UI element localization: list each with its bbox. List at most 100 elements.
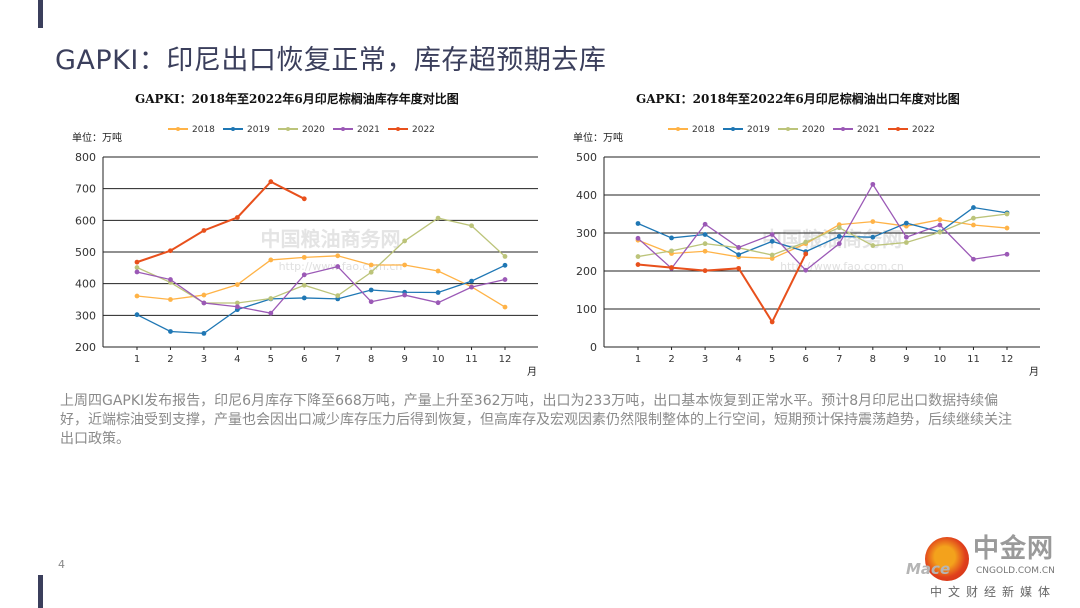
data-point-2020 <box>803 239 809 245</box>
logo-name: 中金网 <box>973 534 1055 564</box>
x-axis-label: 月 <box>1029 366 1039 378</box>
x-tick-label: 1 <box>635 354 641 365</box>
x-tick-label: 6 <box>803 354 809 365</box>
legend-label-2020: 2020 <box>302 125 325 135</box>
data-point-2020 <box>234 300 240 306</box>
x-tick-label: 7 <box>836 354 842 365</box>
x-tick-label: 2 <box>668 354 674 365</box>
legend-label-2018: 2018 <box>692 125 715 135</box>
data-point-2021 <box>234 304 240 310</box>
data-point-2022 <box>702 268 708 274</box>
series-line-2018 <box>637 219 1008 260</box>
data-point-2021 <box>870 181 876 187</box>
data-point-2022 <box>769 319 775 325</box>
legend-marker-2018 <box>176 127 180 131</box>
x-tick-label: 2 <box>167 354 173 365</box>
data-point-2018 <box>234 282 240 288</box>
data-point-2020 <box>469 223 474 229</box>
x-tick-label: 10 <box>432 354 445 365</box>
data-point-2020 <box>937 229 943 235</box>
data-point-2020 <box>502 254 508 259</box>
bottom-accent-bar <box>38 575 43 608</box>
cngold-logo: Mace 中金网 CNGOLD.COM.CN 中文财经新媒体 <box>906 534 1078 605</box>
y-tick-label: 700 <box>75 183 96 196</box>
data-point-2019 <box>702 232 708 237</box>
data-point-2020 <box>435 215 441 221</box>
top-accent-bar <box>38 0 43 28</box>
x-tick-label: 1 <box>134 354 140 365</box>
data-point-2021 <box>836 241 842 247</box>
data-point-2020 <box>1004 211 1010 217</box>
x-tick-label: 12 <box>1001 354 1014 365</box>
x-tick-label: 8 <box>870 354 876 365</box>
data-point-2018 <box>368 262 374 268</box>
data-point-2018 <box>301 254 307 260</box>
data-point-2022 <box>234 215 240 220</box>
series-line-2019 <box>136 264 506 335</box>
legend-label-2021: 2021 <box>857 125 880 135</box>
series-line-2022 <box>136 180 305 264</box>
inventory-chart: 中国粮油商务网http://www.fao.com.cn200300400500… <box>75 125 538 378</box>
y-tick-label: 400 <box>75 278 96 291</box>
data-point-2021 <box>502 277 508 282</box>
data-point-2020 <box>335 293 341 299</box>
data-point-2019 <box>502 262 508 268</box>
data-point-2022 <box>268 179 274 185</box>
legend-label-2019: 2019 <box>247 125 270 135</box>
x-tick-label: 7 <box>335 354 341 365</box>
legend-marker-2022 <box>896 127 900 131</box>
data-point-2020 <box>870 243 876 248</box>
watermark-url: http://www.fao.com.cn <box>780 260 904 273</box>
y-tick-label: 0 <box>590 341 597 354</box>
data-point-2018 <box>435 268 441 274</box>
data-point-2018 <box>402 262 408 268</box>
watermark-text: 中国粮油商务网 <box>261 227 401 251</box>
series-line-2019 <box>637 206 1008 256</box>
data-point-2019 <box>469 278 474 284</box>
data-point-2020 <box>702 241 708 247</box>
data-point-2019 <box>971 205 976 210</box>
x-tick-label: 9 <box>903 354 909 365</box>
data-point-2022 <box>168 248 173 254</box>
data-point-2021 <box>1004 251 1010 257</box>
logo-url: CNGOLD.COM.CN <box>976 566 1055 576</box>
data-point-2021 <box>368 299 374 305</box>
summary-paragraph: 上周四GAPKI发布报告，印尼6月库存下降至668万吨，产量上升至362万吨，出… <box>60 393 1012 447</box>
data-point-2019 <box>435 290 441 295</box>
data-point-2020 <box>971 215 976 221</box>
data-point-2021 <box>402 292 408 298</box>
data-point-2021 <box>736 245 742 250</box>
data-point-2019 <box>836 234 842 239</box>
legend-label-2022: 2022 <box>412 125 435 135</box>
x-tick-label: 8 <box>368 354 374 365</box>
y-tick-label: 500 <box>75 246 96 259</box>
data-point-2020 <box>836 225 842 231</box>
data-point-2021 <box>469 284 474 290</box>
data-point-2020 <box>301 282 307 288</box>
data-point-2018 <box>201 292 207 298</box>
data-point-2022 <box>301 196 307 202</box>
data-point-2021 <box>769 232 775 237</box>
x-tick-label: 5 <box>268 354 274 365</box>
y-tick-label: 200 <box>576 265 597 278</box>
legend-marker-2020 <box>286 127 290 131</box>
data-point-2020 <box>134 265 140 270</box>
data-point-2018 <box>702 248 708 254</box>
data-point-2018 <box>168 297 173 302</box>
y-tick-label: 800 <box>75 151 96 164</box>
data-point-2018 <box>971 222 976 228</box>
x-tick-label: 10 <box>934 354 947 365</box>
data-point-2020 <box>268 296 274 301</box>
data-point-2018 <box>937 217 943 223</box>
page-number: 4 <box>58 558 65 571</box>
data-point-2018 <box>769 256 775 261</box>
data-point-2018 <box>335 253 341 259</box>
data-point-2022 <box>803 251 809 257</box>
x-tick-label: 3 <box>201 354 207 365</box>
export-chart: 中国粮油商务网http://www.fao.com.cn010020030040… <box>576 125 1040 378</box>
data-point-2022 <box>134 259 140 265</box>
y-tick-label: 600 <box>75 214 96 227</box>
data-point-2020 <box>368 269 374 275</box>
data-point-2018 <box>870 219 876 225</box>
legend-label-2021: 2021 <box>357 125 380 135</box>
